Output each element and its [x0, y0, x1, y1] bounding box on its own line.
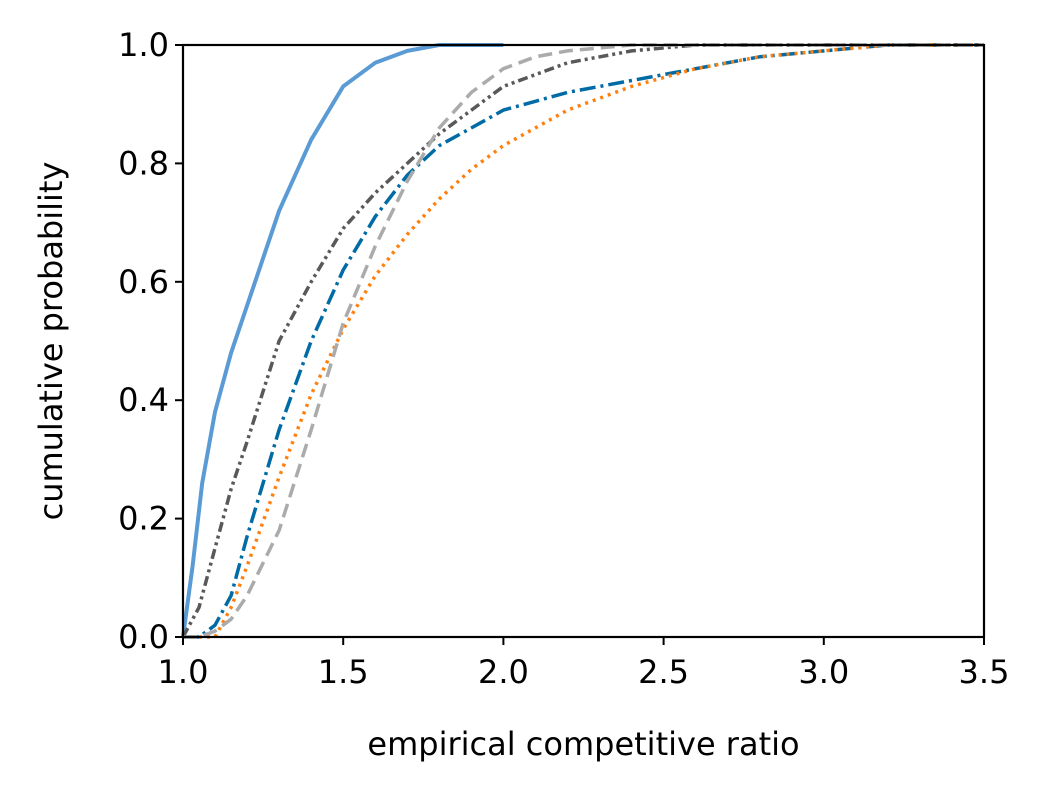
x-axis-label: empirical competitive ratio [367, 725, 799, 763]
x-tick-label: 2.5 [638, 653, 689, 691]
y-axis-ticks: 0.0 0.2 0.4 0.6 0.8 1.0 [118, 26, 183, 656]
plot-frame [181, 43, 986, 639]
x-tick-label: 3.5 [959, 653, 1010, 691]
series-line-4 [181, 43, 984, 638]
x-tick-label: 3.0 [798, 653, 849, 691]
y-tick-label: 0.8 [118, 144, 169, 182]
x-tick-label: 1.5 [318, 653, 369, 691]
x-tick-label: 2.0 [478, 653, 529, 691]
y-tick-label: 0.0 [118, 618, 169, 656]
y-tick-label: 0.2 [118, 500, 169, 538]
y-axis-label: cumulative probability [32, 162, 70, 521]
y-tick-label: 0.4 [118, 381, 169, 419]
x-axis-ticks: 1.0 1.5 2.0 2.5 3.0 3.5 [158, 637, 1010, 691]
series-line-2 [183, 43, 984, 639]
series-layer [181, 43, 984, 639]
series-line-5 [183, 43, 984, 639]
series-line-1 [181, 43, 504, 638]
x-tick-label: 1.0 [158, 653, 209, 691]
series-line-3 [183, 43, 984, 639]
y-tick-label: 0.6 [118, 263, 169, 301]
y-tick-label: 1.0 [118, 26, 169, 64]
